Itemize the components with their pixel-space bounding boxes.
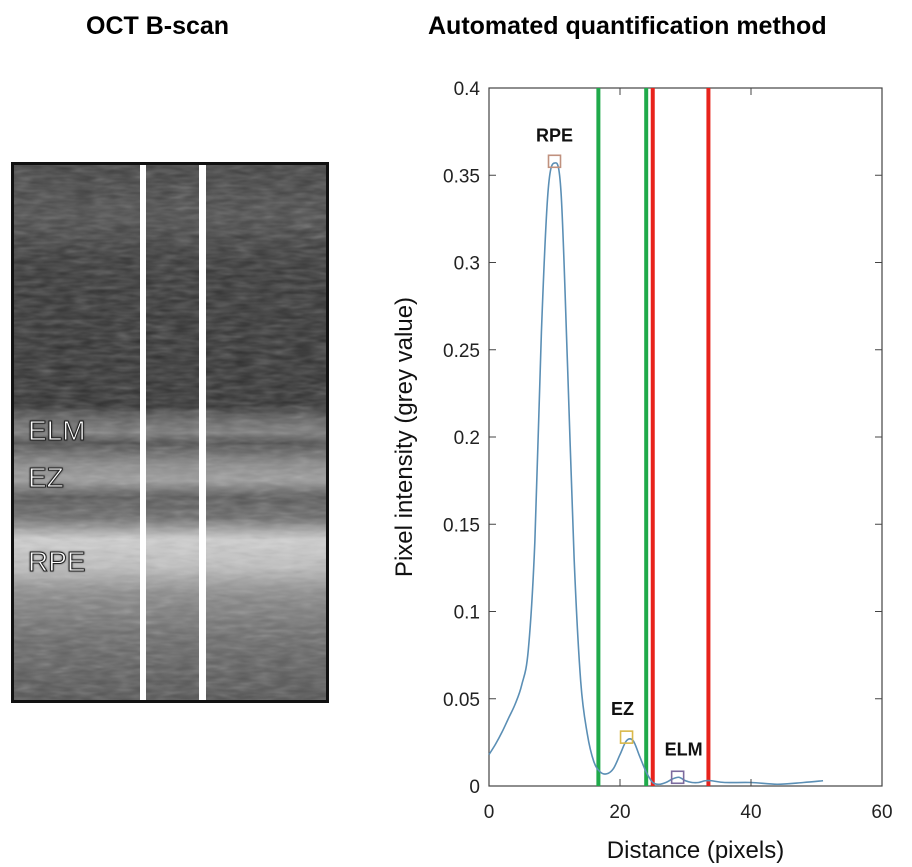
x-tick-label: 60 (871, 802, 892, 823)
y-tick-label: 0.2 (454, 428, 480, 449)
peak-marker-ez (619, 730, 634, 744)
y-tick-label: 0.25 (443, 341, 480, 362)
oct-label-ez: EZ (28, 462, 65, 494)
oct-scan-texture (14, 165, 326, 700)
x-tick-label: 40 (740, 802, 761, 823)
y-tick-label: 0.4 (454, 79, 481, 100)
oct-panel-title: OCT B-scan (86, 12, 230, 40)
peak-marker-rpe (547, 154, 562, 169)
peak-markers: RPE EZ ELM (536, 125, 703, 785)
y-tick-label: 0.3 (454, 254, 480, 275)
y-tick-label: 0.05 (443, 690, 480, 711)
threshold-lines (596, 88, 711, 786)
chart-panel-title: Automated quantification method (428, 12, 827, 40)
oct-label-rpe: RPE (28, 546, 87, 578)
y-tick-label: 0.35 (443, 166, 480, 187)
series-line-1 (488, 162, 824, 786)
scan-boundary-line-left (140, 165, 146, 700)
peak-label-ez: EZ (611, 699, 634, 719)
series-layer (488, 162, 824, 786)
oct-bscan-image: ELM EZ RPE (11, 162, 329, 703)
x-axis-ticks: 0 20 40 60 (484, 88, 893, 823)
oct-label-elm: ELM (28, 415, 87, 447)
y-axis-label: Pixel intensity (grey value) (391, 297, 418, 577)
peak-label-rpe: RPE (536, 125, 573, 145)
y-tick-label: 0.1 (454, 603, 480, 624)
x-tick-label: 20 (609, 802, 630, 823)
y-tick-label: 0.15 (443, 515, 480, 536)
x-axis-label: Distance (pixels) (607, 837, 784, 864)
peak-label-elm: ELM (665, 739, 703, 759)
peak-marker-elm (670, 770, 685, 785)
x-tick-label: 0 (484, 802, 495, 823)
scan-boundary-line-right (199, 165, 206, 700)
y-axis-ticks: 0 0.05 0.1 0.15 0.2 0.25 0.3 0.35 0.4 (443, 79, 882, 798)
y-tick-label: 0 (469, 777, 480, 798)
